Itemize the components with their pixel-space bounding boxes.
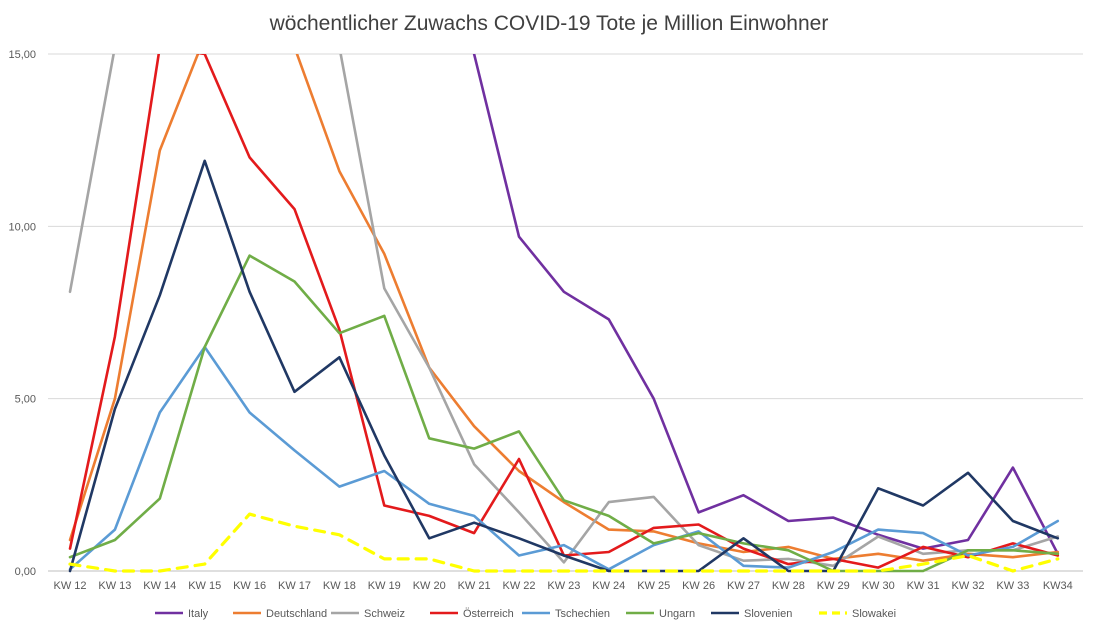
series-line — [68, 512, 1060, 573]
legend-item: Tschechien — [522, 608, 610, 620]
legend-label: Schweiz — [364, 608, 405, 620]
legend-label: Österreich — [463, 608, 514, 620]
series-line — [68, 54, 200, 542]
series-line — [68, 345, 1060, 571]
legend-item: Österreich — [430, 608, 514, 620]
x-tick-label: KW 26 — [682, 580, 715, 592]
x-tick-label: KW 29 — [817, 580, 850, 592]
x-tick-label: KW 15 — [188, 580, 221, 592]
legend-label: Slovenien — [744, 608, 792, 620]
x-tick-label: KW 12 — [53, 580, 86, 592]
legend-item: Italy — [155, 608, 209, 620]
series-line — [295, 54, 1060, 563]
chart-title: wöchentlicher Zuwachs COVID-19 Tote je M… — [269, 12, 829, 35]
x-tick-label: KW 25 — [637, 580, 670, 592]
x-tick-label: KW34 — [1043, 580, 1073, 592]
x-tick-label: KW 18 — [323, 580, 356, 592]
legend-label: Slowakei — [852, 608, 896, 620]
legend-label: Deutschland — [266, 608, 327, 620]
x-tick-label: KW 31 — [907, 580, 940, 592]
y-tick-label: 0,00 — [15, 566, 36, 578]
y-tick-label: 5,00 — [15, 394, 36, 406]
x-tick-label: KW 21 — [458, 580, 491, 592]
legend-item: Slovenien — [711, 608, 792, 620]
series-ungarn — [68, 254, 1060, 573]
legend-label: Tschechien — [555, 608, 610, 620]
legend-item: Schweiz — [331, 608, 405, 620]
series-schweiz — [68, 54, 1060, 568]
x-tick-label: KW 19 — [368, 580, 401, 592]
series-line — [68, 254, 1060, 573]
series-tschechien — [68, 345, 1060, 571]
x-tick-label: KW 27 — [727, 580, 760, 592]
legend-item: Deutschland — [233, 608, 327, 620]
series-line — [68, 54, 1060, 569]
x-tick-label: KW 32 — [951, 580, 984, 592]
x-tick-label: KW 20 — [413, 580, 446, 592]
x-tick-label: KW 30 — [862, 580, 895, 592]
series-line — [68, 54, 115, 294]
series-slovenien — [68, 159, 1060, 573]
legend-item: Ungarn — [626, 608, 695, 620]
legend-item: Slowakei — [819, 608, 896, 620]
series-line — [339, 54, 1060, 568]
legend-label: Italy — [188, 608, 209, 620]
x-tick-label: KW 14 — [143, 580, 176, 592]
x-tick-label: KW 24 — [592, 580, 625, 592]
legend-label: Ungarn — [659, 608, 695, 620]
x-tick-label: KW 23 — [547, 580, 580, 592]
x-tick-label: KW 16 — [233, 580, 266, 592]
x-tick-label: KW 22 — [502, 580, 535, 592]
series-slowakei — [68, 512, 1060, 573]
x-tick-label: KW 13 — [98, 580, 131, 592]
x-tick-label: KW 33 — [996, 580, 1029, 592]
x-tick-label: KW 17 — [278, 580, 311, 592]
series-line — [68, 159, 1060, 573]
series-österreich — [68, 54, 1060, 569]
y-tick-label: 10,00 — [8, 221, 36, 233]
series-line — [472, 54, 1060, 556]
x-tick-label: KW 28 — [772, 580, 805, 592]
y-tick-label: 15,00 — [8, 49, 36, 61]
series-deutschland — [68, 54, 1060, 563]
series-italy — [472, 54, 1060, 556]
